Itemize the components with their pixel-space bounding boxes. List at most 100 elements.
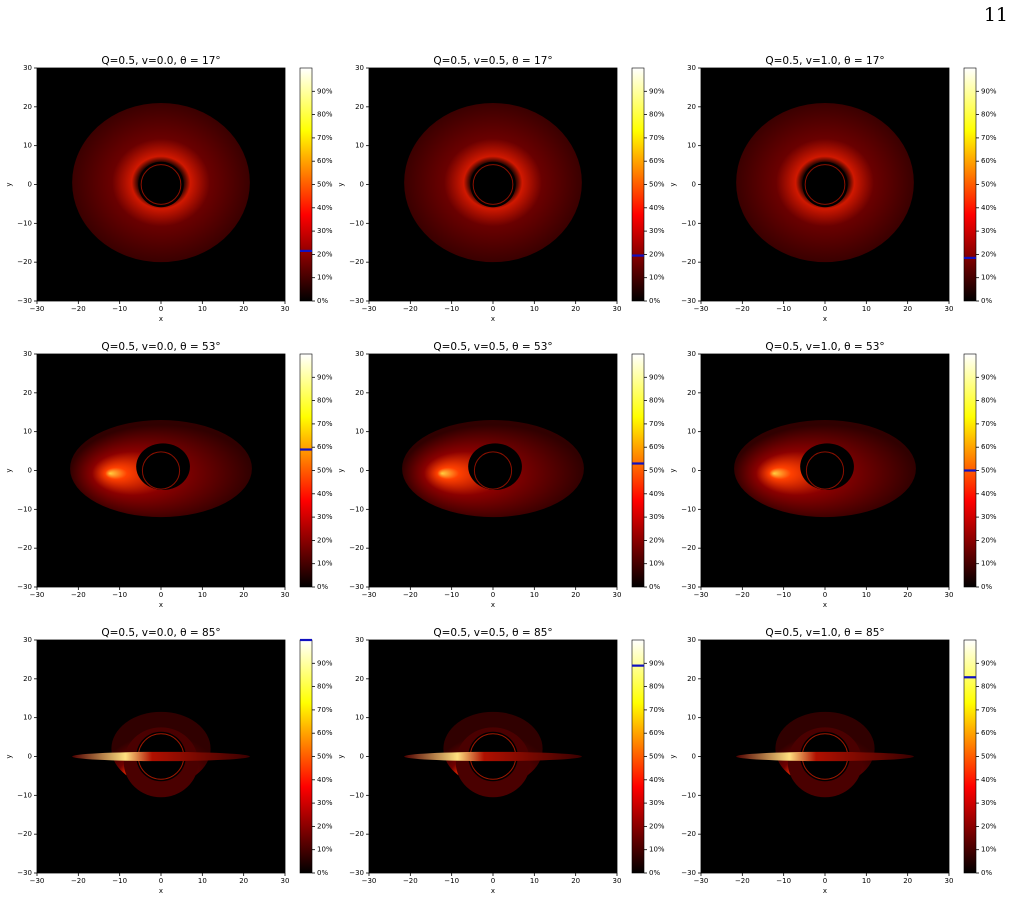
y-tick-label: −30 <box>349 583 364 591</box>
y-tick-label: 10 <box>687 714 696 722</box>
y-tick-label: −20 <box>349 258 364 266</box>
colorbar-tick-label: 80% <box>981 683 997 691</box>
disk-edge <box>72 751 250 762</box>
shadow <box>800 443 854 490</box>
colorbar-tick-label: 0% <box>649 583 660 591</box>
x-tick-label: 10 <box>530 305 539 313</box>
colorbar-tick-label: 70% <box>317 706 333 714</box>
x-axis-label: x <box>159 601 163 609</box>
x-tick-label: 20 <box>571 305 580 313</box>
colorbar-tick-label: 20% <box>317 536 333 544</box>
colorbar-tick-label: 10% <box>649 274 665 282</box>
colorbar-tick-label: 50% <box>317 753 333 761</box>
x-tick-label: 20 <box>903 305 912 313</box>
x-tick-label: 0 <box>823 305 827 313</box>
y-tick-label: 20 <box>355 675 364 683</box>
panel-title: Q=0.5, v=0.5, θ = 85° <box>433 627 552 639</box>
colorbar-tick-label: 80% <box>649 683 665 691</box>
x-tick-label: 30 <box>613 591 622 599</box>
y-tick-label: 10 <box>687 142 696 150</box>
y-tick-label: 0 <box>692 753 696 761</box>
x-tick-label: 0 <box>823 877 827 885</box>
colorbar-tick-label: 20% <box>317 822 333 830</box>
colorbar-tick-label: 0% <box>649 869 660 877</box>
colorbar-tick-label: 30% <box>317 227 333 235</box>
colorbar-tick-label: 60% <box>649 443 665 451</box>
x-tick-label: −10 <box>776 591 791 599</box>
colorbar-tick-label: 30% <box>317 799 333 807</box>
y-tick-label: −30 <box>349 869 364 877</box>
colorbar-tick-label: 50% <box>981 753 997 761</box>
x-tick-label: 10 <box>198 305 207 313</box>
x-tick-label: −10 <box>444 305 459 313</box>
x-tick-label: 0 <box>491 305 495 313</box>
x-tick-label: −10 <box>776 877 791 885</box>
x-axis-label: x <box>159 887 163 895</box>
y-tick-label: 30 <box>23 64 32 72</box>
colorbar-tick-label: 80% <box>317 397 333 405</box>
x-tick-label: −20 <box>735 591 750 599</box>
y-tick-label: −10 <box>349 791 364 799</box>
y-tick-label: −10 <box>17 505 32 513</box>
x-tick-label: 10 <box>862 305 871 313</box>
colorbar-tick-label: 20% <box>649 250 665 258</box>
colorbar <box>963 639 977 874</box>
x-tick-label: 20 <box>571 591 580 599</box>
y-tick-label: −20 <box>17 544 32 552</box>
colorbar-tick-label: 90% <box>317 659 333 667</box>
y-tick-label: 10 <box>23 714 32 722</box>
shadow <box>136 443 190 490</box>
colorbar-tick-label: 30% <box>981 513 997 521</box>
y-tick-label: 0 <box>28 181 32 189</box>
x-tick-label: 0 <box>159 877 163 885</box>
x-tick-label: −20 <box>403 877 418 885</box>
colorbar-tick-label: 60% <box>317 157 333 165</box>
y-tick-label: −10 <box>349 505 364 513</box>
colorbar-tick-label: 70% <box>649 420 665 428</box>
x-tick-label: 20 <box>239 591 248 599</box>
y-tick-label: −30 <box>681 869 696 877</box>
x-tick-label: 30 <box>281 305 290 313</box>
y-tick-label: 10 <box>23 428 32 436</box>
colorbar <box>631 639 645 874</box>
y-axis-label: y <box>5 182 13 186</box>
colorbar-tick-label: 60% <box>981 157 997 165</box>
colorbar-tick-label: 20% <box>981 536 997 544</box>
y-tick-label: 30 <box>355 350 364 358</box>
x-tick-label: 10 <box>530 591 539 599</box>
colorbar <box>299 67 313 302</box>
panel-title: Q=0.5, v=0.0, θ = 85° <box>101 627 220 639</box>
disk-edge <box>736 751 914 762</box>
y-tick-label: 20 <box>687 389 696 397</box>
y-tick-label: −20 <box>349 830 364 838</box>
y-tick-label: 0 <box>360 181 364 189</box>
x-tick-label: −30 <box>694 591 709 599</box>
y-tick-label: −10 <box>17 791 32 799</box>
panel-title: Q=0.5, v=1.0, θ = 85° <box>765 627 884 639</box>
photon-ring <box>804 164 846 205</box>
colorbar-tick-label: 0% <box>981 583 992 591</box>
y-tick-label: −30 <box>349 297 364 305</box>
colorbar-tick-label: 0% <box>317 583 328 591</box>
x-tick-label: 20 <box>903 877 912 885</box>
colorbar-tick-label: 70% <box>649 134 665 142</box>
colorbar <box>631 67 645 302</box>
y-tick-label: 0 <box>360 467 364 475</box>
y-tick-label: −30 <box>17 583 32 591</box>
colorbar-tick-label: 40% <box>649 204 665 212</box>
colorbar-tick-label: 50% <box>981 181 997 189</box>
y-tick-label: 10 <box>355 142 364 150</box>
x-tick-label: 20 <box>239 305 248 313</box>
colorbar-tick-label: 10% <box>649 560 665 568</box>
y-tick-label: −10 <box>349 219 364 227</box>
y-tick-label: −10 <box>681 219 696 227</box>
x-tick-label: 20 <box>571 877 580 885</box>
colorbar-tick-label: 90% <box>981 87 997 95</box>
x-axis-label: x <box>491 601 495 609</box>
y-tick-label: 10 <box>355 428 364 436</box>
y-tick-label: −30 <box>17 869 32 877</box>
y-tick-label: −10 <box>681 505 696 513</box>
colorbar-tick-label: 20% <box>649 822 665 830</box>
x-axis-label: x <box>491 887 495 895</box>
y-tick-label: 30 <box>687 636 696 644</box>
